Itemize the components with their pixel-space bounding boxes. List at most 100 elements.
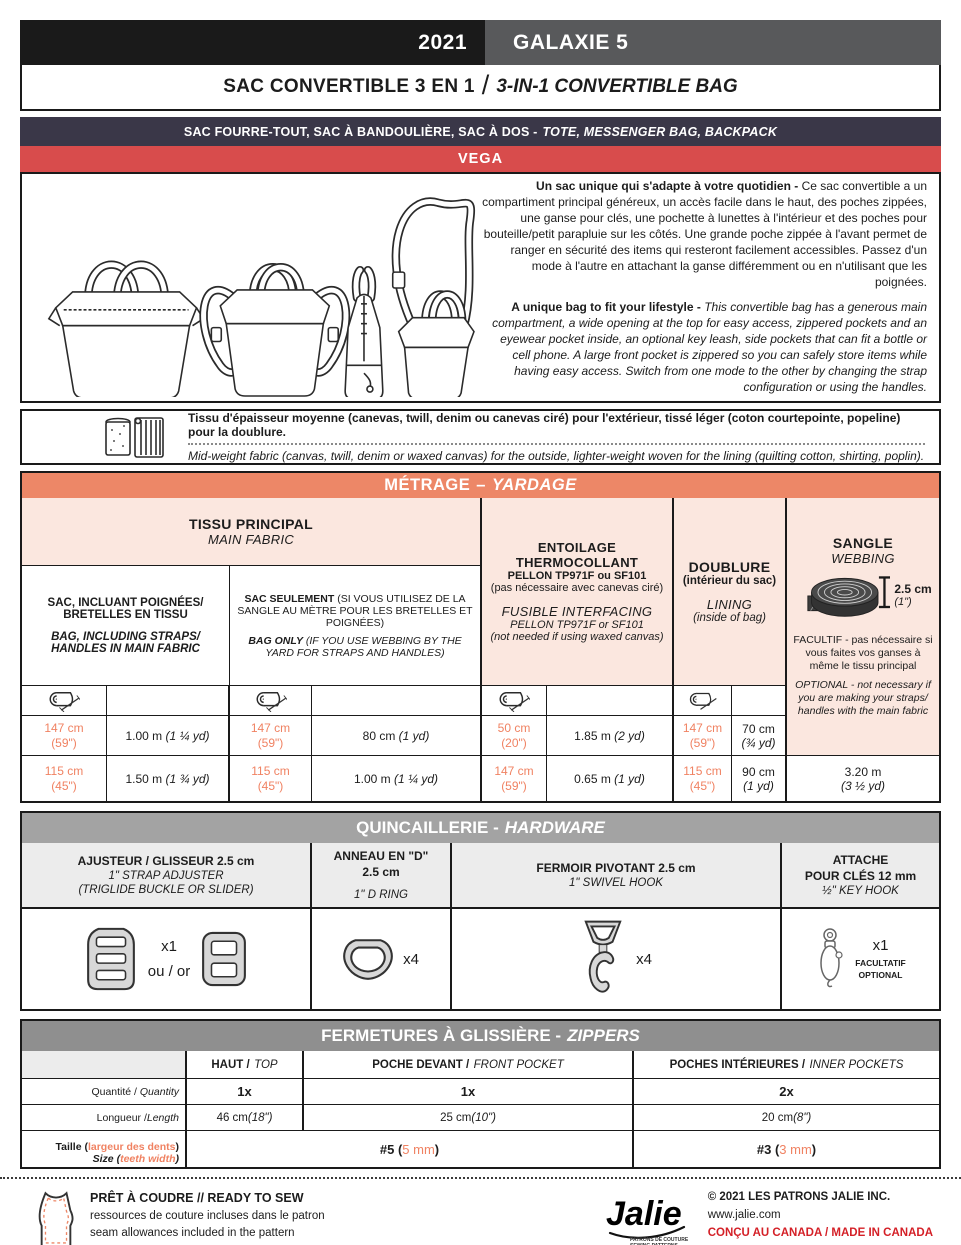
lining-en2: (inside of bag) xyxy=(693,612,766,624)
fabric-recommendation: Tissu d'épaisseur moyenne (canevas, twil… xyxy=(20,409,941,465)
adjuster-qty: x1 xyxy=(161,938,177,955)
yardage-table: TISSU PRINCIPAL MAIN FABRIC ENTOILAGE TH… xyxy=(22,498,939,801)
backpack-illustration xyxy=(199,263,351,397)
interfacing-en2: PELLON TP971F or SF101 xyxy=(510,619,644,631)
interfacing-fr1: ENTOILAGE xyxy=(537,540,617,555)
bag-only-fr: (SI VOUS UTILISEZ DE LA SANGLE AU MÈTRE … xyxy=(237,592,473,629)
yardage-value: 80 cm (1 yd) xyxy=(362,728,430,743)
dring-header: ANNEAU EN "D" 2.5 cm 1" D RING xyxy=(312,843,452,909)
zippers-table: HAUT / TOP POCHE DEVANT / FRONT POCKET P… xyxy=(22,1051,939,1167)
footer-divider xyxy=(0,1177,961,1179)
swivel-fr: FERMOIR PIVOTANT 2.5 cm xyxy=(536,861,696,875)
svg-text:Jalie: Jalie xyxy=(606,1195,682,1233)
webbing-header: SANGLE WEBBING xyxy=(787,498,939,756)
bag-modes-bar: SAC FOURRE-TOUT, SAC À BANDOULIÈRE, SAC … xyxy=(20,117,941,146)
fabric-width: 147 cm (59") xyxy=(250,720,291,750)
swivel-qty: x4 xyxy=(636,950,652,968)
ready-en: READY TO SEW xyxy=(207,1191,304,1205)
webbing-roll-icon xyxy=(807,575,891,617)
webbing-amount: 3.20 m (3 ½ yd) xyxy=(840,764,885,793)
d-ring-icon xyxy=(343,939,393,980)
zipper-size-inner: #3 (3 mm) xyxy=(756,1141,817,1157)
zipper-size-label: Taille (largeur des dents) Size (teeth w… xyxy=(22,1131,187,1167)
lining-fr2: (intérieur du sac) xyxy=(682,575,777,587)
made-in-canada: CONÇU AU CANADA / MADE IN CANADA xyxy=(707,1226,933,1239)
key-hook-icon xyxy=(820,928,843,988)
main-fabric-header: TISSU PRINCIPAL MAIN FABRIC xyxy=(22,498,482,566)
messenger-illustration xyxy=(391,197,476,397)
triglide-buckle-icon xyxy=(86,927,135,991)
swivel-icons: x4 xyxy=(452,909,782,1009)
publisher-block: © 2021 LES PATRONS JALIE INC. www.jalie.… xyxy=(708,1189,933,1242)
view-name: VEGA xyxy=(457,151,504,167)
adjuster-fr: AJUSTEUR / GLISSEUR 2.5 cm xyxy=(77,854,255,868)
description-french-body: Ce sac convertible a un compartiment pri… xyxy=(482,179,927,290)
ready-fr: PRÊT À COUDRE xyxy=(90,1191,194,1205)
webbing-note-fr: FACULTIF - pas nécessaire si vous faites… xyxy=(793,633,933,672)
bag-only-en: (IF YOU USE WEBBING BY THE YARD FOR STRA… xyxy=(265,634,462,659)
lining-en1: LINING xyxy=(706,597,753,612)
fabric-note-text: Tissu d'épaisseur moyenne (canevas, twil… xyxy=(188,411,939,463)
keyhook-optional-label: FACULTATIF OPTIONAL xyxy=(855,957,906,980)
main-fabric-fr: TISSU PRINCIPAL xyxy=(188,516,314,532)
fabric-roll-icon xyxy=(674,686,732,716)
pattern-title: SAC CONVERTIBLE 3 EN 1 / 3-IN-1 CONVERTI… xyxy=(20,65,941,111)
interfacing-header: ENTOILAGE THERMOCOLLANT PELLON TP971F ou… xyxy=(482,498,674,686)
adjuster-icons: x1 ou / or xyxy=(22,909,312,1009)
dring-en: 1" D RING xyxy=(354,889,408,901)
description-english-lead: A unique bag to fit your lifestyle - xyxy=(511,299,705,314)
webbing-width-inches: (1") xyxy=(894,595,912,608)
main-fabric-en: MAIN FABRIC xyxy=(207,532,295,547)
description-english-body: This convertible bag has a generous main… xyxy=(492,299,927,394)
zipper-size-main: #5 (5 mm) xyxy=(187,1131,634,1167)
yardage-value: 70 cm (¾ yd) xyxy=(741,721,776,750)
interfacing-fr2: THERMOCOLLANT xyxy=(515,555,639,570)
fabric-roll-icon xyxy=(230,686,312,716)
description-french-lead: Un sac unique qui s'adapte à votre quoti… xyxy=(536,179,802,194)
adjuster-header: AJUSTEUR / GLISSEUR 2.5 cm 1" STRAP ADJU… xyxy=(22,843,312,909)
swivel-header: FERMOIR PIVOTANT 2.5 cm 1" SWIVEL HOOK xyxy=(452,843,782,909)
bag-only-subheader: SAC SEULEMENT (SI VOUS UTILISEZ DE LA SA… xyxy=(230,566,482,686)
webbing-fr: SANGLE xyxy=(832,534,894,551)
zipper-qty-top: 1x xyxy=(187,1079,304,1105)
zipper-length-label: Longueur / Length xyxy=(22,1105,187,1131)
hardware-section: QUINCAILLERIE - HARDWARE AJUSTEUR / GLIS… xyxy=(20,811,941,1011)
bag-full-fr: SAC, INCLUANT POIGNÉES/ BRETELLES EN TIS… xyxy=(47,596,204,621)
slider-buckle-icon xyxy=(202,931,247,987)
zipper-qty-front: 1x xyxy=(304,1079,634,1105)
adjuster-en1: 1" STRAP ADJUSTER xyxy=(108,870,224,882)
svg-text:SEWING PATTERNS: SEWING PATTERNS xyxy=(630,1243,679,1245)
keyhook-fr2: POUR CLÉS 12 mm xyxy=(804,869,917,883)
fabric-bolts-icon xyxy=(105,417,164,458)
yardage-value: 90 cm (1 yd) xyxy=(742,764,775,793)
zipper-col-top: HAUT / TOP xyxy=(187,1051,304,1079)
fabric-width: 115 cm (45") xyxy=(44,763,84,793)
zippers-header-bar: FERMETURES À GLISSIÈRE - ZIPPERS xyxy=(22,1021,939,1051)
fabric-width: 147 cm (59") xyxy=(44,720,84,750)
bag-illustrations xyxy=(24,178,482,397)
title-english: 3-IN-1 CONVERTIBLE BAG xyxy=(496,76,738,97)
dring-icons: x4 xyxy=(312,909,452,1009)
dring-fr2: 2.5 cm xyxy=(362,865,400,879)
view-name-bar: VEGA xyxy=(20,146,941,172)
fabric-width: 115 cm (45") xyxy=(683,763,722,793)
footer: PRÊT À COUDRE // READY TO SEW ressources… xyxy=(20,1189,941,1245)
yardage-title-dash: – xyxy=(476,476,486,494)
keyhook-icons: x1 FACULTATIF OPTIONAL xyxy=(782,909,939,1009)
website-link[interactable]: www.jalie.com xyxy=(707,1208,781,1221)
model-name-box: GALAXIE 5 xyxy=(485,20,941,65)
yardage-title-en: YARDAGE xyxy=(491,476,577,494)
lining-header: DOUBLURE (intérieur du sac) LINING (insi… xyxy=(674,498,787,686)
keyhook-en: ½" KEY HOOK xyxy=(822,885,899,897)
description-english: A unique bag to fit your lifestyle - Thi… xyxy=(482,300,927,396)
keyhook-fr1: ATTACHE xyxy=(832,853,889,867)
bag-description: Un sac unique qui s'adapte à votre quoti… xyxy=(482,178,927,397)
keyhook-qty: x1 xyxy=(872,936,889,954)
keyhook-header: ATTACHE POUR CLÉS 12 mm ½" KEY HOOK xyxy=(782,843,939,909)
included-fr: ressources de couture incluses dans le p… xyxy=(90,1209,325,1222)
zipper-col-front-pocket: POCHE DEVANT / FRONT POCKET xyxy=(304,1051,634,1079)
bag-line-art xyxy=(47,197,476,397)
fabric-width: 147 cm (59") xyxy=(494,763,534,793)
dring-qty: x4 xyxy=(403,950,419,968)
